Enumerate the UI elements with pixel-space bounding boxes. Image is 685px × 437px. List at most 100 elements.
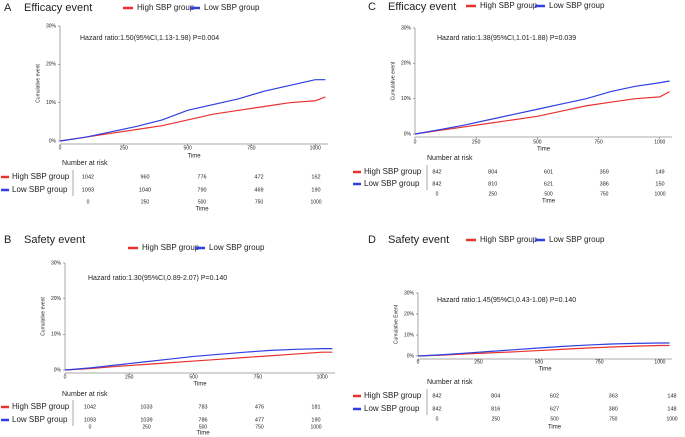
x-tick-label: 1000 <box>310 145 321 151</box>
panel-title: Safety event <box>388 234 449 246</box>
y-axis-label: Cumulative Event <box>393 304 399 344</box>
risk-tick-label: 1000 <box>666 416 677 422</box>
risk-count: 790 <box>197 187 206 193</box>
hazard-ratio: Hazard ratio:1.45(95%CI,0.43-1.08) P=0.1… <box>437 297 576 304</box>
risk-row-label: High SBP group <box>12 402 70 411</box>
km-curve <box>64 348 333 371</box>
risk-count: 148 <box>667 393 676 399</box>
legend-label: Low SBP group <box>204 3 260 12</box>
risk-table-title: Number at risk <box>62 160 108 167</box>
km-curve <box>59 96 326 142</box>
risk-count: 1093 <box>82 187 94 193</box>
y-tick-label: 0% <box>54 367 62 373</box>
risk-count: 842 <box>432 169 441 175</box>
x-tick-label: 0 <box>59 145 62 151</box>
risk-count: 1093 <box>84 417 96 423</box>
y-tick-label: 20% <box>401 61 412 67</box>
risk-count: 363 <box>609 393 618 399</box>
risk-tick-label: 1000 <box>654 191 665 197</box>
risk-count: 386 <box>600 181 609 187</box>
risk-tick-label: 0 <box>87 199 90 205</box>
x-tick-label: 1000 <box>654 139 665 145</box>
x-tick-label: 500 <box>533 139 542 145</box>
x-tick-label: 500 <box>189 374 198 380</box>
risk-count: 783 <box>198 404 207 410</box>
risk-count: 190 <box>311 417 320 423</box>
risk-count: 842 <box>432 406 441 412</box>
risk-tick-label: 1000 <box>310 424 321 430</box>
risk-row-label: High SBP group <box>364 167 422 176</box>
risk-count: 359 <box>600 169 609 175</box>
risk-count: 601 <box>544 169 553 175</box>
risk-count: 477 <box>255 417 264 423</box>
x-tick-label: 0 <box>414 139 417 145</box>
risk-tick-label: 0 <box>436 191 439 197</box>
risk-count: 472 <box>254 174 263 180</box>
km-curve <box>417 342 670 357</box>
legend-label: High SBP group <box>480 1 538 10</box>
risk-row-label: Low SBP group <box>12 415 68 424</box>
x-tick-label: 750 <box>247 145 256 151</box>
risk-count: 469 <box>254 187 263 193</box>
risk-count: 150 <box>655 181 664 187</box>
x-tick-label: 250 <box>474 359 483 365</box>
x-tick-label: 250 <box>472 139 481 145</box>
risk-count: 842 <box>432 393 441 399</box>
risk-tick-label: 0 <box>436 416 439 422</box>
y-tick-label: 20% <box>404 311 415 317</box>
risk-count: 842 <box>432 181 441 187</box>
risk-table-title: Number at risk <box>427 155 473 162</box>
y-axis-label: Cumulative event <box>40 297 46 336</box>
y-tick-label: 10% <box>51 332 62 338</box>
x-tick-label: 250 <box>125 374 134 380</box>
panel-title: Efficacy event <box>388 1 456 13</box>
risk-count: 1042 <box>84 404 96 410</box>
risk-tick-label: 750 <box>609 416 618 422</box>
x-tick-label: 500 <box>535 359 544 365</box>
y-axis-label: Cumulative event <box>35 64 41 103</box>
x-axis-label: Time <box>187 154 201 160</box>
hazard-ratio: Hazard ratio:1.50(95%CI,1.13-1.98) P=0.0… <box>80 35 219 42</box>
risk-x-label: Time <box>548 425 562 431</box>
risk-count: 960 <box>140 174 149 180</box>
risk-count: 1039 <box>140 417 152 423</box>
km-curve <box>64 351 333 371</box>
risk-count: 602 <box>550 393 559 399</box>
risk-x-label: Time <box>195 207 209 213</box>
x-tick-label: 0 <box>64 374 67 380</box>
risk-tick-label: 500 <box>550 416 559 422</box>
x-tick-label: 250 <box>120 145 129 151</box>
x-tick-label: 750 <box>595 359 604 365</box>
x-tick-label: 500 <box>183 145 192 151</box>
x-tick-label: 1000 <box>654 359 665 365</box>
x-tick-label: 0 <box>417 359 420 365</box>
y-tick-label: 30% <box>404 290 415 296</box>
panel-title: Safety event <box>24 234 85 246</box>
risk-row-label: High SBP group <box>364 391 422 400</box>
risk-count: 627 <box>550 406 559 412</box>
y-tick-label: 10% <box>401 96 412 102</box>
risk-tick-label: 0 <box>89 424 92 430</box>
legend-label: High SBP group <box>480 235 538 244</box>
risk-count: 810 <box>488 181 497 187</box>
panel-letter: B <box>4 234 11 246</box>
risk-tick-label: 750 <box>255 424 264 430</box>
risk-count: 804 <box>491 393 500 399</box>
risk-count: 148 <box>667 406 676 412</box>
legend-label: High SBP group <box>137 3 195 12</box>
km-curve <box>414 91 670 135</box>
x-axis-label: Time <box>537 147 551 153</box>
x-tick-label: 750 <box>594 139 603 145</box>
risk-count: 181 <box>311 404 320 410</box>
panel-title: Efficacy event <box>24 2 92 14</box>
risk-tick-label: 250 <box>141 199 150 205</box>
risk-tick-label: 250 <box>142 424 151 430</box>
risk-count: 1042 <box>82 174 94 180</box>
risk-count: 476 <box>255 404 264 410</box>
risk-count: 816 <box>491 406 500 412</box>
y-tick-label: 10% <box>46 100 57 106</box>
risk-tick-label: 500 <box>544 191 553 197</box>
y-tick-label: 0% <box>407 353 415 359</box>
hazard-ratio: Hazard ratio:1.30(95%CI,0.89-2.07) P=0.1… <box>88 275 227 282</box>
